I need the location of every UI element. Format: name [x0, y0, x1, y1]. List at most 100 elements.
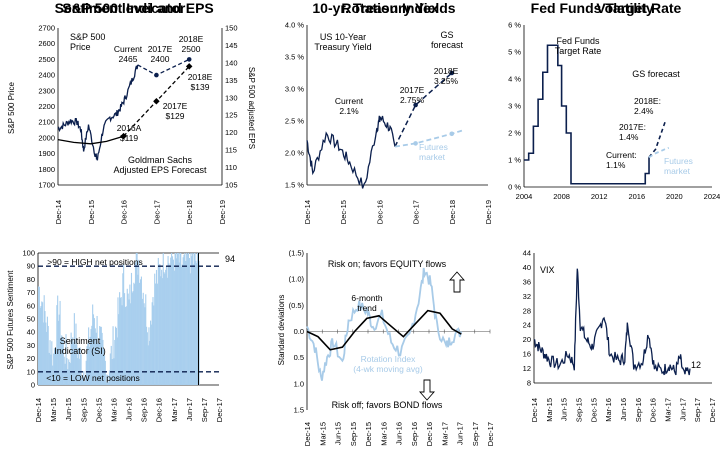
- x-tick-label: 2004: [516, 192, 533, 201]
- sentiment-bar: [49, 340, 51, 385]
- y2017-label-line: 2017E:: [619, 122, 646, 132]
- sentiment-bar: [178, 262, 180, 385]
- sentiment-bar: [75, 323, 77, 385]
- current-label-line: Current: [335, 96, 364, 106]
- high-label: >90 = HIGH net positions: [47, 257, 142, 267]
- trend-label-line: trend: [357, 303, 377, 313]
- y-tick-label: 1 %: [508, 156, 521, 165]
- x-tick-label: Jun-16: [395, 422, 404, 445]
- eps-2018-label-line: 2018E: [188, 72, 213, 82]
- sentiment-bar: [81, 377, 83, 385]
- sentiment-bar: [147, 345, 149, 385]
- x-tick-label: Jun-15: [560, 398, 569, 421]
- gs-forecast-label: GS forecast: [431, 30, 464, 50]
- sentiment-bar: [196, 263, 198, 385]
- treasury-panel: 10-yr. Treasury Yields 1.5 % 2.0 % 2.5 % 3.0…: [285, 0, 493, 224]
- gs-forecast-label-line: forecast: [431, 40, 464, 50]
- sentiment-bar: [118, 314, 120, 385]
- sentiment-bar: [187, 253, 190, 385]
- y-tick-label: 80: [27, 275, 35, 284]
- sentiment-bar: [61, 335, 63, 385]
- futures-line: [648, 146, 670, 159]
- y-tick-label: 125: [225, 111, 238, 120]
- sentiment-bar: [71, 343, 73, 385]
- price-forecast-point: [186, 57, 192, 62]
- current-label: Current 2.1%: [335, 96, 364, 116]
- sentiment-bar: [83, 371, 85, 385]
- y2017-label-line: 2.75%: [400, 95, 425, 105]
- sentiment-bar: [115, 326, 117, 385]
- x-tick-label: Sep-16: [410, 422, 419, 446]
- x-tick-label: Dec-14: [303, 200, 312, 224]
- y-tick-label: 100: [22, 249, 35, 258]
- sentiment-bar: [88, 327, 90, 385]
- sentiment-bar: [94, 328, 96, 385]
- current-label-line: 2.1%: [339, 106, 359, 116]
- x-tick-label: Dec-15: [94, 398, 103, 422]
- sentiment-bar: [93, 318, 95, 385]
- sentiment-bar: [150, 324, 152, 385]
- si-label-line: Indicator (SI): [54, 346, 106, 356]
- sentiment-bar: [60, 337, 62, 385]
- gs-forecast-point: [413, 102, 418, 108]
- sp500-panel: S&P 500 level and EPS 1700 1800 1900 2000 210…: [7, 0, 256, 224]
- x-tick-label: Sep-17: [471, 422, 480, 446]
- sentiment-bar: [165, 269, 167, 385]
- sentiment-bar: [167, 256, 169, 385]
- sentiment-bar: [57, 320, 60, 385]
- x-tick-label: Dec-15: [364, 422, 373, 446]
- low-label: <10 = LOW net positions: [46, 373, 140, 383]
- x-tick-label: Mar-16: [604, 398, 613, 422]
- rotation-label-line: (4-wk moving avg): [353, 364, 423, 374]
- current-label: Current: 1.1%: [606, 150, 637, 170]
- gs-forecast-point: [449, 70, 455, 76]
- sentiment-bar: [119, 297, 121, 385]
- y-tick-label: 2000: [38, 133, 55, 142]
- x-tick-label: Sep-17: [693, 398, 702, 422]
- sentiment-bar: [157, 257, 159, 385]
- sentiment-bar: [161, 278, 164, 385]
- current-label-line: 2465: [119, 54, 138, 64]
- eps-point: [120, 132, 127, 140]
- sentiment-bar: [144, 307, 146, 385]
- current-value: 94: [225, 254, 235, 264]
- sentiment-bar: [175, 253, 177, 385]
- sentiment-bar: [63, 356, 65, 385]
- vix-label: VIX: [540, 265, 555, 275]
- sentiment-bar: [100, 326, 102, 385]
- sentiment-bar: [156, 283, 158, 385]
- y-tick-label: 90: [27, 262, 35, 271]
- sentiment-bar: [170, 257, 172, 385]
- trend-line: [306, 309, 462, 351]
- down-arrow-icon: [419, 379, 435, 401]
- x-tick-label: Dec-17: [412, 200, 421, 224]
- treasury-label: US 10-Year Treasury Yield: [314, 32, 371, 52]
- eps-point: [153, 98, 160, 105]
- sentiment-bar: [38, 286, 40, 385]
- x-tick-label: 2016: [628, 192, 645, 201]
- y2018-label-line: 3.25%: [434, 76, 459, 86]
- x-tick-label: Mar-17: [170, 398, 179, 422]
- x-tick-label: Mar-16: [379, 422, 388, 446]
- y-tick-label: 3.5 %: [285, 53, 305, 62]
- sentiment-bar: [57, 295, 59, 385]
- sentiment-bar: [54, 352, 56, 385]
- eps-2017-label-line: $129: [166, 111, 185, 121]
- sentiment-bar: [92, 314, 95, 385]
- y-tick-label: 0 %: [508, 183, 521, 192]
- eps-point: [185, 63, 193, 70]
- sentiment-bar: [129, 284, 131, 385]
- sentiment-bar: [45, 322, 47, 385]
- sentiment-bar: [77, 347, 79, 385]
- current-value: 12: [691, 360, 701, 370]
- sentiment-bar: [50, 354, 52, 385]
- y-tick-label: (1.0): [289, 275, 305, 284]
- sentiment-bar: [149, 340, 151, 385]
- sentiment-bar: [95, 332, 97, 385]
- sentiment-bar: [198, 260, 200, 385]
- sentiment-bar: [51, 341, 53, 385]
- sentiment-bar: [84, 379, 86, 385]
- sentiment-bar: [42, 302, 44, 385]
- sentiment-bar: [148, 327, 150, 385]
